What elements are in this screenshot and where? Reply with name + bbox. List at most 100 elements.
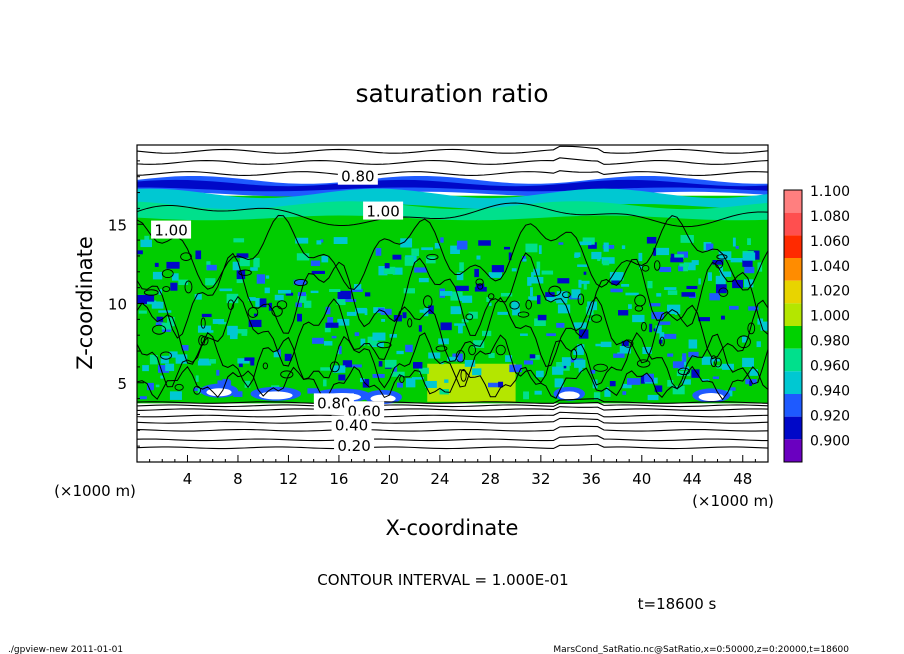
field-speck (627, 378, 641, 385)
field-pocket-core (698, 393, 724, 402)
field-speck (473, 340, 485, 348)
field-speck (621, 340, 629, 350)
colorbar-swatch (784, 303, 802, 326)
contour-loop (198, 335, 206, 346)
field-speck (454, 323, 466, 326)
field-speck (155, 384, 160, 388)
field-speck (161, 329, 172, 332)
field-speck (558, 242, 564, 245)
field-speck (747, 238, 751, 246)
field-speck (360, 338, 366, 346)
field-speck (137, 250, 143, 255)
field-speck (742, 252, 756, 261)
contour-loop (653, 260, 661, 271)
field-speck (534, 390, 542, 395)
field-speck (418, 325, 422, 332)
field-speck (342, 360, 353, 368)
field-speck (197, 360, 212, 366)
field-speck (362, 378, 370, 388)
field-speck (259, 298, 267, 308)
field-speck (205, 278, 216, 286)
field-speck (691, 260, 699, 266)
field-speck (418, 367, 429, 374)
field-speck (297, 292, 307, 297)
field-speck (323, 379, 327, 387)
field-speck (226, 293, 239, 304)
field-speck (749, 380, 752, 386)
field-speck (639, 264, 643, 269)
contour-line (137, 295, 768, 368)
colorbar-swatch (784, 348, 802, 372)
field-speck (392, 267, 403, 275)
field-speck (530, 276, 544, 284)
field-speck (574, 252, 581, 258)
colorbar-label: 0.960 (810, 359, 850, 375)
field-speck (583, 282, 587, 290)
field-speck (593, 392, 601, 400)
contour-loop (509, 300, 520, 310)
field-speck (744, 279, 754, 288)
field-speck (609, 380, 616, 387)
field-speck (646, 236, 657, 244)
field-speck (622, 383, 632, 389)
field-speck (161, 322, 172, 330)
field-speck (384, 359, 397, 368)
field-speck (372, 332, 386, 341)
field-speck (337, 349, 341, 355)
field-speck (423, 308, 429, 317)
contour-loop (238, 269, 252, 276)
contour-loop (160, 351, 172, 360)
field-speck (557, 278, 570, 284)
field-speck (654, 385, 663, 392)
field-speck (767, 237, 768, 243)
contour-loop (407, 318, 413, 328)
field-speck (216, 369, 220, 376)
contour-label: 0.80 (317, 394, 350, 412)
colorbar-swatch (784, 235, 802, 258)
field-speck (324, 341, 333, 346)
field-speck (440, 322, 452, 331)
field-speck (488, 272, 502, 278)
field-speck (741, 336, 747, 343)
field-speck (248, 297, 256, 301)
contour-loop (548, 285, 562, 297)
field-speck (209, 359, 216, 364)
field-speck (619, 346, 631, 354)
field-speck (537, 314, 547, 321)
field-speck (345, 299, 357, 302)
field-speck (336, 298, 346, 306)
field-speck (337, 290, 352, 300)
contour-line (137, 406, 768, 412)
field-speck (698, 278, 701, 285)
field-speck (255, 298, 261, 307)
field-speck (647, 280, 653, 289)
contour-lines (137, 145, 768, 450)
field-speck (701, 379, 710, 382)
field-speck (256, 274, 266, 284)
field-speck (139, 396, 147, 400)
field-speck (498, 381, 504, 388)
field-speck (229, 334, 238, 340)
field-speck (468, 311, 478, 319)
field-speck (546, 296, 556, 302)
field-speck (378, 361, 383, 367)
field-speck (380, 308, 392, 315)
field-speck (688, 339, 698, 349)
field-speck (486, 297, 490, 302)
contour-loop (495, 344, 506, 356)
field-speck (206, 264, 217, 271)
y-tick-label: 15 (108, 216, 127, 234)
field-speck (461, 295, 473, 303)
field-speck (233, 391, 243, 397)
field-speck (520, 333, 528, 336)
field-speck (621, 283, 630, 287)
field-speck (312, 337, 324, 344)
field-speck (509, 364, 522, 373)
contour-loop (577, 293, 585, 306)
contour-label-box (337, 166, 378, 185)
field-speck (556, 362, 570, 371)
x-axis-unit: (×1000 m) (692, 492, 774, 510)
field-speck (295, 237, 309, 244)
colorbar-label: 1.020 (810, 284, 850, 300)
field-speck (583, 271, 587, 275)
